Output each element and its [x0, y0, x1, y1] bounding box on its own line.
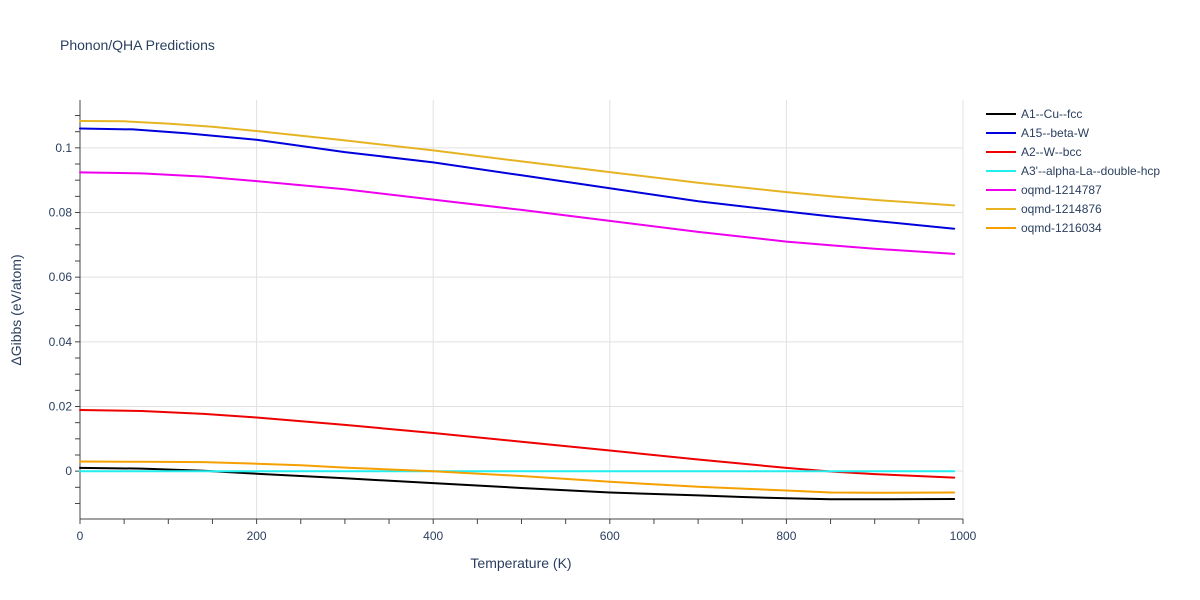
- legend-item[interactable]: A15--beta-W: [986, 126, 1090, 140]
- series-line-1: [79, 127, 956, 230]
- legend-label: A2--W--bcc: [1021, 145, 1081, 159]
- legend-label: oqmd-1214876: [1021, 202, 1102, 216]
- series-line-5: [79, 120, 956, 207]
- legend-label: A1--Cu--fcc: [1021, 107, 1082, 121]
- legend[interactable]: A1--Cu--fcc A15--beta-W A2--W--bcc A3'--alp…: [986, 107, 1160, 235]
- y-tick-label: 0.08: [49, 206, 73, 220]
- legend-item[interactable]: oqmd-1214787: [986, 183, 1102, 197]
- plot-area: [79, 120, 956, 501]
- y-tick-label: 0.1: [55, 141, 72, 155]
- x-tick-label: 0: [77, 529, 84, 543]
- axes: [75, 100, 964, 524]
- series-line-4: [79, 171, 956, 255]
- legend-item[interactable]: A1--Cu--fcc: [986, 107, 1082, 121]
- y-tick-label: 0.04: [49, 335, 73, 349]
- series-line-6: [79, 460, 956, 494]
- x-tick-label: 400: [423, 529, 443, 543]
- x-tick-label: 200: [247, 529, 267, 543]
- legend-label: A3'--alpha-La--double-hcp: [1021, 164, 1160, 178]
- chart-title: Phonon/QHA Predictions: [60, 37, 215, 53]
- legend-item[interactable]: A3'--alpha-La--double-hcp: [986, 164, 1160, 178]
- legend-label: oqmd-1216034: [1021, 221, 1102, 235]
- legend-item[interactable]: A2--W--bcc: [986, 145, 1081, 159]
- y-tick-label: 0.02: [49, 399, 73, 413]
- x-tick-label: 1000: [950, 529, 977, 543]
- x-axis-title: Temperature (K): [470, 555, 571, 571]
- legend-label: A15--beta-W: [1021, 126, 1090, 140]
- y-axis-title: ΔGibbs (eV/atom): [8, 254, 24, 365]
- y-tick-label: 0.06: [49, 270, 73, 284]
- tick-labels: 0 200 400 600 800 1000 0 0.02 0.04 0.06 0.08 0.1: [49, 141, 977, 543]
- x-tick-label: 600: [600, 529, 620, 543]
- legend-item[interactable]: oqmd-1214876: [986, 202, 1102, 216]
- y-tick-label: 0: [65, 464, 72, 478]
- legend-item[interactable]: oqmd-1216034: [986, 221, 1102, 235]
- legend-label: oqmd-1214787: [1021, 183, 1102, 197]
- x-tick-label: 800: [776, 529, 796, 543]
